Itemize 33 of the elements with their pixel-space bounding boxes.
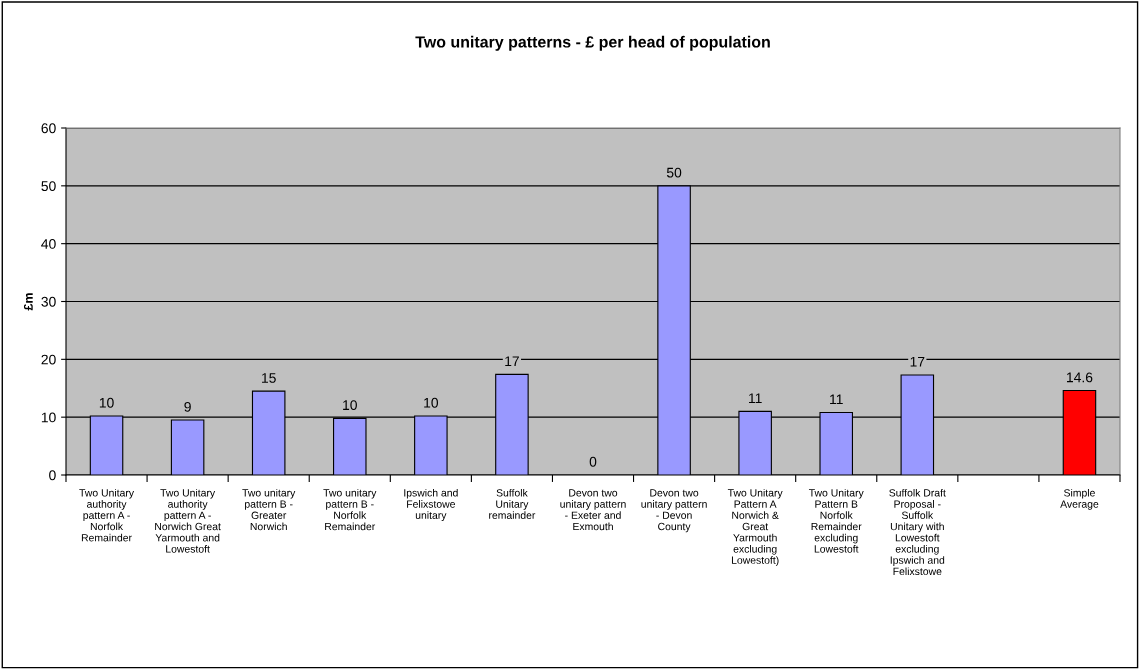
data-label: 10 bbox=[343, 400, 357, 411]
data-label: 10 bbox=[424, 397, 439, 408]
y-tick-label: 10 bbox=[41, 412, 56, 423]
y-axis-title: £m bbox=[23, 293, 33, 311]
data-label: 10 bbox=[99, 397, 114, 408]
data-label: 14.6 bbox=[1067, 372, 1093, 383]
data-label: 0 bbox=[589, 456, 597, 467]
x-tick-label: Two unitary pattern B - Greater Norwich bbox=[242, 488, 296, 531]
data-label: 9 bbox=[184, 401, 191, 412]
x-tick-label: Two Unitary authority pattern A - Norfolk Remainder bbox=[79, 488, 135, 542]
x-tick-label: Suffolk Draft Proposal - Suffolk Unitary with Lowestoft excluding Ipswich and Felixstowe bbox=[889, 488, 946, 576]
y-tick-label: 40 bbox=[41, 239, 56, 249]
x-tick-label: Two Unitary Pattern A Norwich & Great Yarmouth excluding Lowestoft) bbox=[727, 488, 783, 566]
y-tick-label: 50 bbox=[41, 181, 56, 191]
x-tick-label: Ipswich and Felixstowe unitary bbox=[404, 488, 458, 522]
y-tick-label: 20 bbox=[41, 354, 56, 365]
x-tick-label: Suffolk Unitary remainder bbox=[489, 488, 536, 519]
x-tick-label: Two unitary pattern B - Norfolk Remainder bbox=[323, 488, 377, 531]
x-tick-label: Simple Average bbox=[1060, 488, 1099, 510]
y-tick-label: 30 bbox=[41, 296, 56, 307]
data-label: 15 bbox=[262, 373, 276, 383]
x-tick-label: Devon two unitary pattern - Devon County bbox=[641, 489, 707, 533]
y-tick-label: 0 bbox=[49, 470, 56, 481]
data-label: 11 bbox=[830, 394, 843, 405]
data-label: 50 bbox=[666, 167, 682, 178]
x-tick-label: Devon two unitary pattern - Exeter and Exmouth bbox=[560, 489, 626, 531]
data-label: 11 bbox=[749, 393, 762, 403]
data-label: 17 bbox=[505, 356, 519, 366]
x-tick-label: Two Unitary authority pattern A - Norwich Great Yarmouth and Lowestoft bbox=[155, 488, 221, 553]
y-tick-label: 60 bbox=[41, 123, 56, 134]
chart-title: Two unitary patterns - £ per head of population bbox=[415, 35, 770, 51]
data-label: 17 bbox=[910, 356, 925, 367]
x-tick-label: Two Unitary Pattern B Norfolk Remainder excluding Lowestoft bbox=[808, 488, 864, 553]
